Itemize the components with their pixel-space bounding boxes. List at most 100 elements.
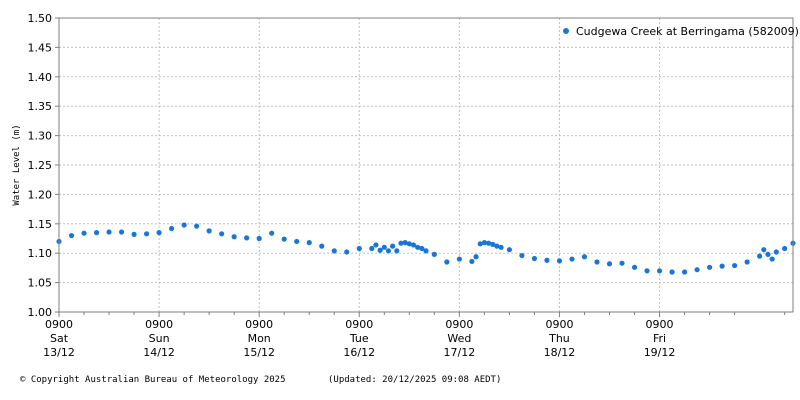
data-point xyxy=(744,259,750,265)
x-tick-day: Sat xyxy=(50,332,69,345)
data-point xyxy=(81,230,87,236)
data-point xyxy=(773,249,779,255)
y-tick-label: 1.05 xyxy=(28,277,53,290)
y-tick-label: 1.45 xyxy=(28,41,53,54)
data-point xyxy=(681,269,688,275)
y-tick-label: 1.00 xyxy=(28,306,53,319)
x-tick-time: 0900 xyxy=(45,318,73,331)
data-point xyxy=(356,245,362,252)
data-point xyxy=(406,241,412,247)
data-point xyxy=(498,244,504,250)
data-point xyxy=(494,243,500,249)
y-tick-label: 1.30 xyxy=(28,130,53,143)
x-axis: 0900Sat13/120900Sun14/120900Mon15/120900… xyxy=(43,312,786,359)
data-point xyxy=(519,252,525,259)
data-point xyxy=(581,254,588,260)
y-tick-label: 1.15 xyxy=(28,218,53,231)
data-point xyxy=(644,268,650,274)
x-tick-time: 0900 xyxy=(646,318,674,331)
data-point xyxy=(306,240,312,246)
data-point xyxy=(782,245,788,252)
data-point xyxy=(490,241,496,247)
x-tick-date: 19/12 xyxy=(644,346,676,359)
legend-label: Cudgewa Creek at Berringama (582009) xyxy=(576,25,799,38)
data-point xyxy=(469,258,475,265)
data-point xyxy=(415,244,421,250)
data-point xyxy=(506,247,513,253)
data-point xyxy=(706,264,713,270)
y-axis: 1.00 1.05 1.10 1.15 1.20 1.25 1.30 1.35 1.40 1.45… xyxy=(28,12,59,319)
data-point xyxy=(423,248,429,254)
legend-marker xyxy=(563,28,569,34)
data-point xyxy=(344,249,350,255)
x-tick-date: 15/12 xyxy=(243,346,275,359)
data-point xyxy=(294,238,300,245)
x-tick-time: 0900 xyxy=(445,318,473,331)
data-point xyxy=(369,245,375,252)
data-point xyxy=(761,247,767,253)
data-point xyxy=(244,235,250,241)
data-point xyxy=(131,231,137,237)
data-point xyxy=(219,231,225,237)
data-point xyxy=(594,259,600,265)
data-point xyxy=(156,230,162,236)
data-point xyxy=(485,240,492,246)
y-tick-label: 1.50 xyxy=(28,12,53,25)
data-point xyxy=(431,251,437,257)
data-point xyxy=(194,223,200,229)
x-tick-time: 0900 xyxy=(545,318,573,331)
x-tick-day: Fri xyxy=(653,332,666,345)
y-tick-label: 1.35 xyxy=(28,100,53,113)
x-tick-date: 17/12 xyxy=(444,346,476,359)
data-point xyxy=(256,235,262,242)
x-tick-day: Wed xyxy=(447,332,471,345)
data-point xyxy=(481,240,487,246)
updated-timestamp: (Updated: 20/12/2025 09:08 AEDT) xyxy=(328,375,502,385)
data-point xyxy=(93,230,100,236)
data-point xyxy=(331,248,337,254)
data-point xyxy=(473,254,479,260)
data-point xyxy=(456,256,462,262)
y-tick-label: 1.25 xyxy=(28,159,53,172)
data-point xyxy=(719,263,725,269)
data-point xyxy=(385,248,392,254)
x-tick-day: Mon xyxy=(248,332,271,345)
data-point xyxy=(757,253,763,259)
data-point xyxy=(319,243,325,249)
data-point xyxy=(390,243,396,249)
data-point xyxy=(68,232,75,239)
y-tick-label: 1.20 xyxy=(28,188,53,201)
series-points xyxy=(56,222,796,275)
x-tick-time: 0900 xyxy=(245,318,273,331)
data-point xyxy=(631,264,638,270)
data-point xyxy=(106,229,112,235)
x-tick-date: 13/12 xyxy=(43,346,75,359)
copyright-text: © Copyright Australian Bureau of Meteoro… xyxy=(20,375,286,385)
data-point xyxy=(732,262,738,269)
data-point xyxy=(394,248,400,254)
data-point xyxy=(531,255,538,262)
x-tick-time: 0900 xyxy=(145,318,173,331)
x-tick-date: 14/12 xyxy=(143,346,175,359)
data-point xyxy=(477,241,483,247)
data-point xyxy=(765,251,771,257)
data-point xyxy=(206,228,212,234)
y-axis-title: Water Level (m) xyxy=(12,124,22,205)
data-point xyxy=(444,259,450,265)
data-point xyxy=(544,257,550,263)
data-point xyxy=(181,222,187,228)
data-point xyxy=(694,267,700,273)
data-point xyxy=(377,247,383,253)
data-point xyxy=(281,236,287,242)
data-point xyxy=(118,229,125,235)
legend: Cudgewa Creek at Berringama (582009) xyxy=(563,25,799,38)
data-point xyxy=(231,234,237,240)
x-tick-day: Sun xyxy=(149,332,170,345)
data-point xyxy=(402,240,408,246)
data-point xyxy=(656,268,663,274)
data-point xyxy=(410,242,417,248)
y-tick-label: 1.40 xyxy=(28,71,53,84)
data-point xyxy=(169,225,175,232)
data-point xyxy=(143,231,150,237)
data-point xyxy=(569,256,575,262)
